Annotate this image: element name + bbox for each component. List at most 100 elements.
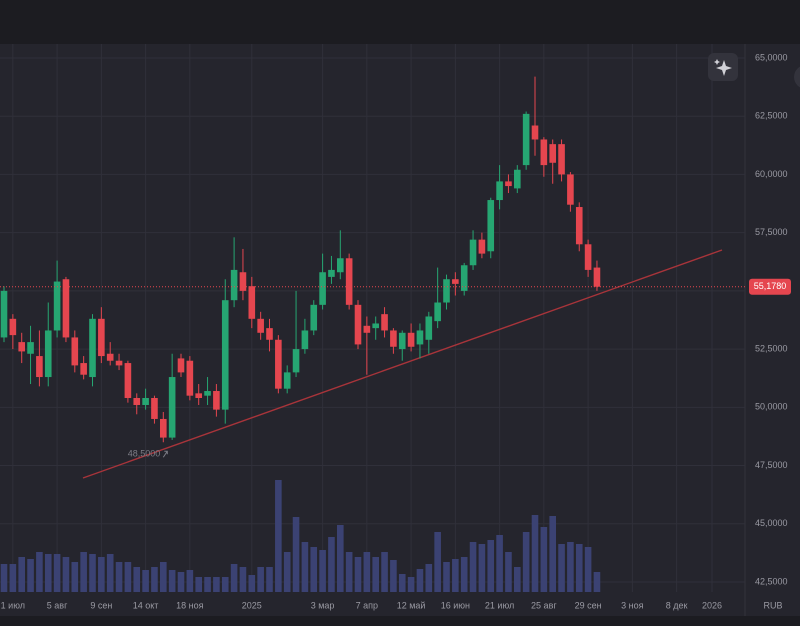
volume-bar xyxy=(398,574,406,592)
volume-bar xyxy=(195,577,202,592)
candle-body xyxy=(372,323,379,329)
candle-body xyxy=(133,397,141,405)
x-tick-label: 3 мар xyxy=(311,600,335,610)
volume-bar xyxy=(301,542,309,592)
top-bar xyxy=(0,0,800,44)
x-tick-label: 1 июл xyxy=(1,600,25,610)
volume-bar xyxy=(160,562,167,592)
volume-bar xyxy=(248,575,256,592)
volume-bar xyxy=(496,535,503,592)
candle-body xyxy=(89,318,96,378)
candle-body xyxy=(398,332,406,350)
y-tick-label: 47,5000 xyxy=(755,460,788,470)
volume-bar xyxy=(0,564,8,592)
currency-label: RUB xyxy=(763,600,782,610)
candle-body xyxy=(71,337,79,366)
candle-body xyxy=(425,316,433,340)
volume-bar xyxy=(186,570,194,592)
volume-bar xyxy=(151,567,158,592)
volume-bar xyxy=(133,567,141,592)
x-tick-label: 29 сен xyxy=(575,600,602,610)
candle-body xyxy=(36,356,43,378)
candle-body xyxy=(416,330,424,345)
volume-bar xyxy=(460,557,468,592)
candle-body xyxy=(584,244,592,270)
volume-bar xyxy=(168,570,176,592)
candle-body xyxy=(496,181,503,201)
candle-body xyxy=(478,239,486,254)
x-tick-label: 7 апр xyxy=(356,600,378,610)
volume-bar xyxy=(177,572,185,592)
candle-body xyxy=(363,325,371,333)
candle-body xyxy=(18,342,25,352)
y-tick-label: 62,5000 xyxy=(755,111,788,121)
candle-body xyxy=(239,272,247,291)
volume-bar xyxy=(283,552,291,592)
volume-bar xyxy=(558,544,565,592)
volume-bar xyxy=(71,562,79,592)
volume-bar xyxy=(124,562,132,592)
volume-bar xyxy=(363,552,371,592)
volume-bar xyxy=(549,516,556,592)
x-tick-label: 14 окт xyxy=(133,600,159,610)
candle-body xyxy=(514,169,521,189)
volume-bar xyxy=(27,559,34,592)
volume-bar xyxy=(540,527,548,592)
volume-bar xyxy=(443,562,450,592)
volume-bar xyxy=(372,557,379,592)
volume-bar xyxy=(44,554,52,592)
x-tick-label: 8 дек xyxy=(666,600,688,610)
volume-bar xyxy=(266,567,273,592)
y-tick-label: 60,0000 xyxy=(755,169,788,179)
volume-bar xyxy=(106,554,114,592)
side-button[interactable] xyxy=(794,65,800,89)
candle-body xyxy=(505,181,512,187)
volume-bar xyxy=(593,572,601,592)
candle-body xyxy=(0,290,8,338)
bottom-bar xyxy=(0,616,800,626)
volume-bar xyxy=(239,567,247,592)
candle-body xyxy=(593,267,601,287)
volume-bar xyxy=(425,564,433,592)
candle-body xyxy=(44,330,52,378)
volume-bar xyxy=(221,577,229,592)
candle-body xyxy=(27,342,34,354)
candle-body xyxy=(177,358,185,373)
candle-body xyxy=(434,302,441,322)
x-tick-label: 2026 xyxy=(702,600,722,610)
candle-body xyxy=(80,363,87,375)
candle-body xyxy=(354,304,362,345)
candle-body xyxy=(469,239,477,266)
candle-body xyxy=(575,207,583,245)
candle-body xyxy=(407,332,415,347)
y-tick-label: 65,0000 xyxy=(755,52,788,62)
candle-body xyxy=(230,269,238,301)
candle-body xyxy=(151,397,158,419)
volume-bar xyxy=(142,570,149,592)
candle-body xyxy=(319,272,326,305)
candle-body xyxy=(452,279,459,284)
candle-body xyxy=(62,279,70,338)
candle-body xyxy=(53,281,61,331)
candle-body xyxy=(531,125,539,140)
volume-bar xyxy=(390,560,397,592)
candle-body xyxy=(549,144,556,163)
candle-body xyxy=(310,304,318,331)
volume-bar xyxy=(18,557,25,592)
candle-body xyxy=(248,286,256,319)
candle-body xyxy=(257,318,264,333)
sparkle-icon xyxy=(714,59,720,65)
low-arrow xyxy=(162,450,168,458)
x-tick-label: 2025 xyxy=(242,600,262,610)
candle-body xyxy=(98,318,105,357)
volume-bar xyxy=(98,557,105,592)
volume-bar xyxy=(328,537,335,592)
candle-body xyxy=(142,397,149,405)
candle-body xyxy=(345,258,353,305)
candle-body xyxy=(168,377,176,438)
candle-body xyxy=(292,349,300,373)
candle-body xyxy=(328,269,335,277)
x-tick-label: 3 ноя xyxy=(621,600,643,610)
candle-body xyxy=(487,200,495,252)
volume-bar xyxy=(89,554,96,592)
